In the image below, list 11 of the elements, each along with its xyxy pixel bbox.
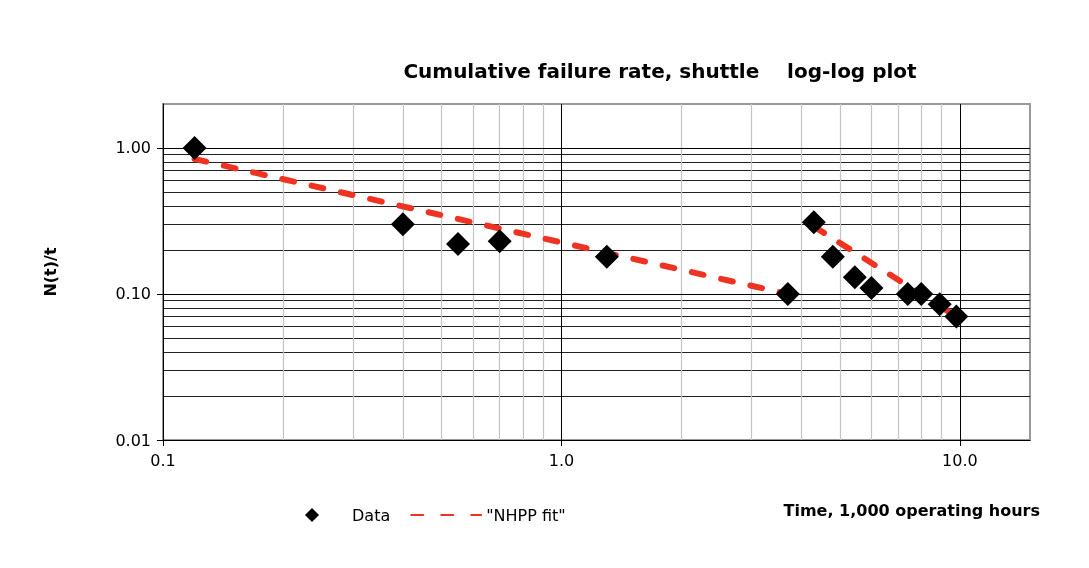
- legend-label: "NHPP fit": [486, 505, 566, 525]
- x-axis-title: Time, 1,000 operating hours: [783, 500, 1040, 520]
- legend-label: Data: [352, 505, 391, 525]
- y-tick-label: 1.00: [115, 138, 151, 158]
- y-tick-label: 0.01: [115, 430, 151, 450]
- y-axis-title: N(t)/t: [40, 247, 60, 297]
- x-tick-label: 10.0: [942, 450, 978, 470]
- chart-title: Cumulative failure rate, shuttle log-log plot: [403, 59, 918, 83]
- y-tick-label: 0.10: [115, 284, 151, 304]
- x-tick-label: 0.1: [150, 450, 176, 470]
- x-tick-label: 1.0: [548, 450, 575, 470]
